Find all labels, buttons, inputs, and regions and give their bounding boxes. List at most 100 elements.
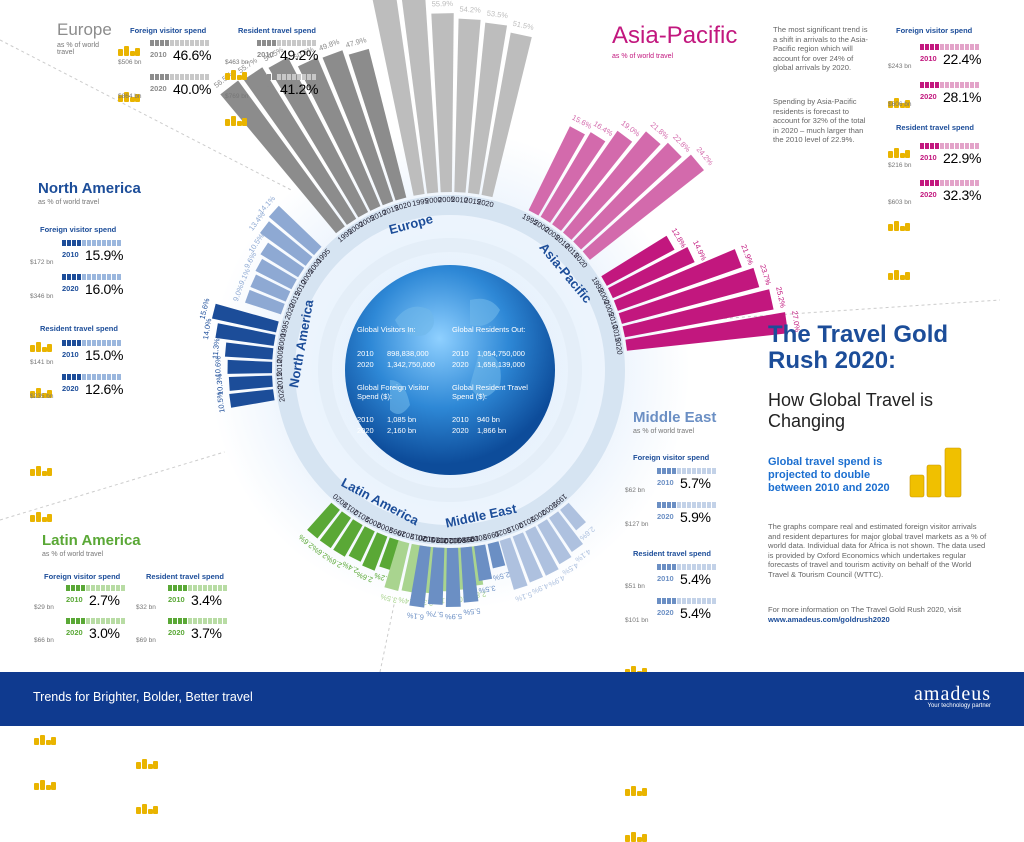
bar-value-label: 25.2% — [774, 286, 787, 309]
la-f2020-coins-icon — [34, 778, 56, 790]
bar-europe-residents-out-2010 — [454, 18, 481, 193]
bar-value-label: 10.5% — [215, 391, 227, 414]
fspend-2010: 1,085 bn — [387, 415, 417, 424]
bar-middle-east-residents-out-2010 — [445, 547, 461, 607]
bar-year-label: 2020 — [476, 197, 494, 209]
asia-r2020-pct: 32.3% — [943, 187, 982, 203]
na-r2010-blocks — [62, 340, 121, 346]
bar-europe-residents-out-2015 — [467, 22, 508, 195]
bar-year-label: 2010 — [451, 195, 468, 205]
na-f2010-blocks — [62, 240, 121, 246]
bar-asia-pacific-residents-out-2020 — [625, 312, 789, 351]
visitors-2020: 1,342,750,000 — [387, 360, 435, 369]
bar-europe-visitors-in-1995 — [220, 80, 345, 234]
bar-middle-east-visitors-in-1995 — [560, 502, 586, 531]
footer-bar — [0, 672, 1024, 726]
me-r2020-pct: 5.4% — [680, 605, 711, 621]
asia-f2020-blocks — [920, 82, 979, 88]
highlight-text: Global travel spend is projected to doub… — [768, 456, 890, 494]
bar-asia-pacific-residents-out-1995 — [601, 235, 675, 286]
europe-f2020-amount: $864 bn — [118, 93, 142, 100]
brand-logo: amadeus — [914, 683, 991, 705]
asia-r2010-pct: 22.9% — [943, 150, 982, 166]
bar-europe-visitors-in-2015 — [322, 50, 394, 206]
na-foreign-heading: Foreign visitor spend — [40, 225, 117, 234]
bar-middle-east-residents-out-2000 — [474, 544, 493, 582]
la-f2010-coins-icon — [34, 733, 56, 745]
asia-paragraph-1: The most significant trend is a shift in… — [773, 25, 868, 72]
la-f2020-year: 2020 — [66, 628, 83, 637]
asia-f2020-year: 2020 — [920, 92, 937, 101]
bar-year-label: 2020 — [397, 528, 415, 541]
bar-value-label: 15.6% — [570, 113, 593, 131]
bar-year-label: 2000 — [425, 195, 442, 206]
bar-value-label: 10.3% — [215, 373, 225, 395]
na-r2010-amount: $141 bn — [30, 359, 54, 366]
asia-r2020-amount: $603 bn — [888, 199, 912, 206]
bar-value-label: 15.6% — [198, 297, 212, 320]
globe-year-2020: 2020 — [357, 360, 374, 369]
bar-year-label: 1995 — [482, 529, 500, 542]
bar-north-america-visitors-in-2005 — [224, 342, 274, 360]
rspend-2010: 940 bn — [477, 415, 500, 424]
asia-paragraph-2: Spending by Asia-Pacific residents is fo… — [773, 97, 866, 144]
la-r2020-year: 2020 — [168, 628, 185, 637]
asia-r2010-coins-icon — [888, 219, 910, 231]
na-f2010-pct: 15.9% — [85, 247, 124, 263]
asia-r2010-blocks — [920, 143, 979, 149]
bar-year-label: 2000 — [449, 535, 466, 545]
asia-r2020-coins-icon — [888, 268, 910, 280]
globe-year-2010-c: 2010 — [357, 415, 374, 424]
europe-foreign-heading: Foreign visitor spend — [130, 26, 207, 35]
europe-r2020-blocks — [257, 74, 316, 80]
la-r2010-pct: 3.4% — [191, 592, 222, 608]
bar-asia-pacific-visitors-in-2020 — [582, 154, 704, 260]
bar-year-label: 2000 — [276, 333, 288, 351]
info-link[interactable]: www.amadeus.com/goldrush2020 — [768, 615, 890, 624]
la-r2020-pct: 3.7% — [191, 625, 222, 641]
bar-year-label: 2010 — [444, 536, 461, 545]
europe-f2010-pct: 46.6% — [173, 47, 212, 63]
bar-middle-east-residents-out-2005 — [460, 546, 479, 603]
me-foreign-heading: Foreign visitor spend — [633, 453, 710, 462]
bar-north-america-visitors-in-1995 — [211, 303, 279, 333]
na-f2020-coins-icon — [30, 386, 52, 398]
europe-r2020-year: 2020 — [257, 84, 274, 93]
bar-europe-visitors-in-2020 — [348, 48, 407, 201]
na-f2020-blocks — [62, 274, 121, 280]
la-f2010-amount: $29 bn — [34, 604, 54, 611]
bar-year-label: 2020 — [394, 199, 413, 212]
bar-europe-residents-out-1995 — [372, 0, 425, 196]
bar-north-america-visitors-in-2020 — [229, 389, 275, 408]
bar-year-label: 2015 — [410, 532, 428, 544]
me-f2020-pct: 5.9% — [680, 509, 711, 525]
na-title: North America — [38, 180, 141, 197]
na-f2020-amount: $346 bn — [30, 293, 54, 300]
bar-year-label: 2020 — [417, 533, 435, 544]
europe-subtitle: as % of world travel — [57, 42, 100, 56]
bar-value-label: 21.9% — [739, 243, 755, 266]
bar-latin-america-residents-out-2000 — [362, 532, 388, 571]
me-r2020-coins-icon — [625, 830, 647, 842]
bar-latin-america-residents-out-1995 — [379, 537, 401, 571]
bar-value-label: 10.6% — [213, 356, 222, 378]
bar-europe-visitors-in-2010 — [297, 57, 381, 211]
asia-f2020-amount: $606 bn — [888, 101, 912, 108]
na-r2020-blocks — [62, 374, 121, 380]
europe-f2010-amount: $506 bn — [118, 59, 142, 66]
bar-value-label: 3.5% — [379, 592, 398, 605]
info-more: For more information on The Travel Gold … — [768, 605, 962, 614]
main-title: The Travel Gold Rush 2020: — [768, 321, 949, 374]
footer-tagline: Trends for Brighter, Bolder, Better trav… — [33, 690, 253, 704]
na-resident-heading: Resident travel spend — [40, 324, 118, 333]
na-f2020-year: 2020 — [62, 284, 79, 293]
globe-year-2010-b: 2010 — [452, 349, 469, 358]
bar-middle-east-residents-out-2020 — [409, 545, 431, 608]
bar-north-america-residents-out-2020 — [244, 289, 285, 315]
residents-out-label: Global Residents Out: — [452, 325, 526, 334]
outer-ring — [275, 195, 625, 545]
bar-north-america-residents-out-1995 — [268, 205, 322, 256]
bar-year-label: 2015 — [431, 535, 448, 545]
europe-r2010-year: 2010 — [257, 50, 274, 59]
la-f2010-year: 2010 — [66, 595, 83, 604]
